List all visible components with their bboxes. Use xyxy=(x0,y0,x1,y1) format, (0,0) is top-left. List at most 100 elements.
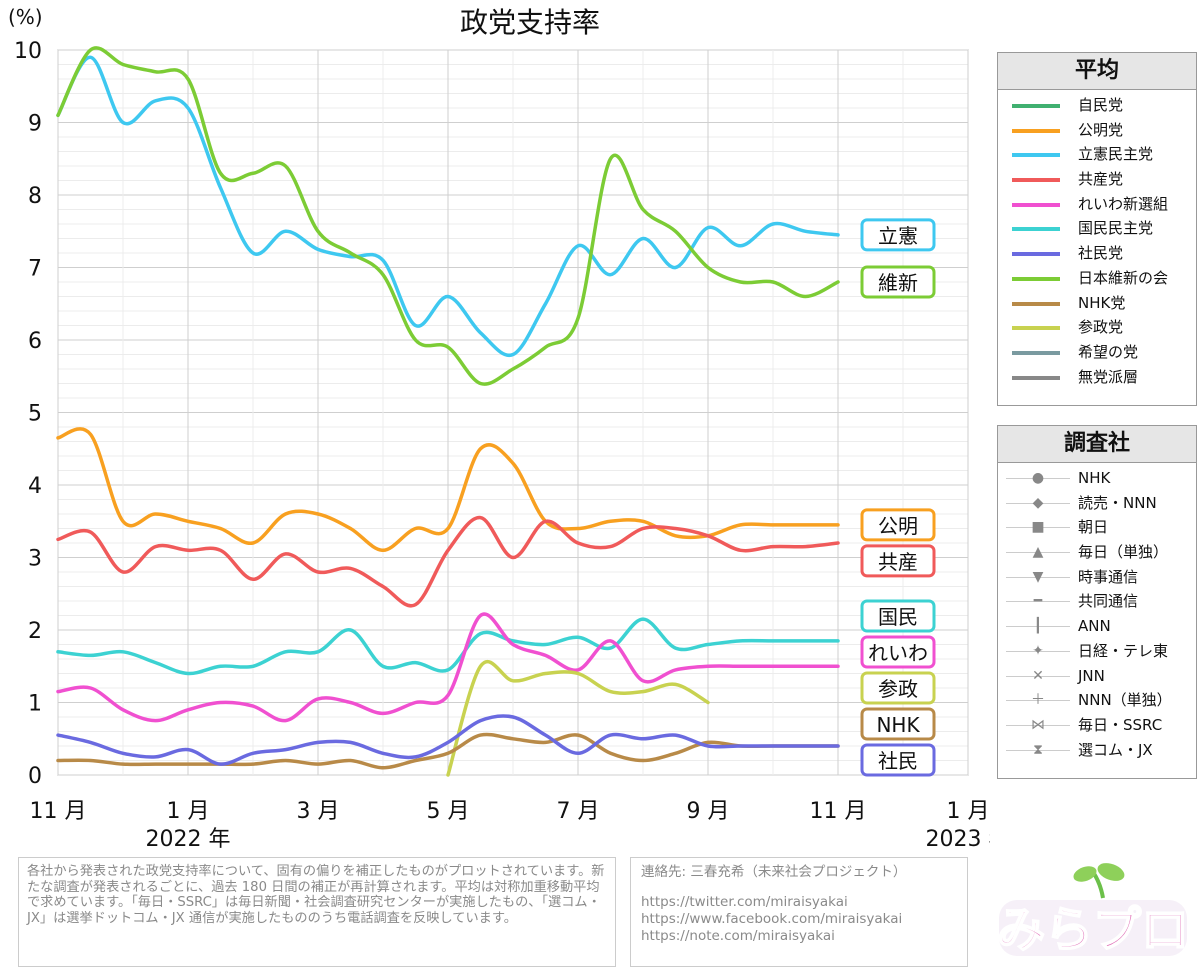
y-tick-label: 8 xyxy=(28,184,42,209)
legend-swatch xyxy=(1012,104,1060,108)
x-tick-label: 3 月 xyxy=(297,799,340,824)
svg-text:共産: 共産 xyxy=(878,550,918,574)
legend-label: 自民党 xyxy=(1078,96,1124,114)
y-tick-label: 3 xyxy=(28,547,42,572)
x-tick-label: 1 月 xyxy=(947,799,990,824)
legend-pollster-title: 調査社 xyxy=(998,426,1196,463)
series-tag: 立憲 xyxy=(860,218,936,252)
legend-pollster-item: ━ 共同通信 xyxy=(998,589,1196,614)
logo-text: みらプロ xyxy=(997,902,1189,958)
svg-text:国民: 国民 xyxy=(878,605,918,629)
legend-average-item: 社民党 xyxy=(998,241,1196,266)
legend-swatch xyxy=(1012,375,1060,380)
y-axis-unit: (%) xyxy=(8,5,43,29)
svg-text:社民: 社民 xyxy=(878,749,918,773)
legend-pollster-item: ⋈ 毎日・SSRC xyxy=(998,713,1196,738)
series-tag: 公明 xyxy=(860,508,936,542)
legend-pollster-item: ■ 朝日 xyxy=(998,515,1196,540)
series-line xyxy=(56,617,840,676)
x-axis: 11 月 1 月 3 月 5 月 7 月 9 月 11 月 1 月 2022 年 2023 年 xyxy=(30,799,991,852)
legend-swatch xyxy=(1012,301,1060,306)
contact-link-twitter[interactable]: https://twitter.com/miraisyakai xyxy=(641,894,848,910)
legend-pollster-item: ▼ 時事通信 xyxy=(998,565,1196,590)
legend-pollster-item: ✦ 日経・テレ東 xyxy=(998,639,1196,664)
x-tick-label: 11 月 xyxy=(30,799,87,824)
legend-swatch xyxy=(1012,202,1060,207)
methodology-text: 各社から発表された政党支持率について、固有の偏りを補正したものがプロットされてい… xyxy=(27,864,605,926)
legend-pollster-item: ● NHK xyxy=(998,466,1196,491)
legend-swatch xyxy=(1012,350,1060,355)
pollster-marker-icon: ┃ xyxy=(1006,614,1070,639)
legend-average-item: 参政党 xyxy=(998,315,1196,340)
x-year-label: 2022 年 xyxy=(146,827,231,852)
legend-label: 毎日・SSRC xyxy=(1078,715,1163,734)
legend-average-title: 平均 xyxy=(998,53,1196,90)
series-line xyxy=(56,46,840,386)
legend-average-item: 国民民主党 xyxy=(998,216,1196,241)
contact-link-facebook[interactable]: https://www.facebook.com/miraisyakai xyxy=(641,911,903,927)
x-year-label: 2023 年 xyxy=(926,827,990,852)
legend-label: 社民党 xyxy=(1078,244,1124,263)
y-axis: 0 1 2 3 4 5 6 7 8 9 10 xyxy=(14,39,42,789)
legend-pollster-item: ◆ 読売・NNN xyxy=(998,491,1196,516)
legend-swatch xyxy=(1012,326,1060,331)
legend-pollster: 調査社 ● NHK ◆ 読売・NNN ■ 朝日 ▲ 毎日（単独） ▼ 時事通信 ━ 共同通信 ┃ ANN ✦… xyxy=(997,425,1197,779)
legend-label: 希望の党 xyxy=(1078,342,1139,361)
x-tick-label: 11 月 xyxy=(810,799,867,824)
mirapro-logo: みらプロ xyxy=(996,863,1190,959)
legend-label: 朝日 xyxy=(1078,518,1109,537)
series-tag: 共産 xyxy=(860,544,936,578)
y-tick-label: 0 xyxy=(28,764,42,789)
legend-label: 日経・テレ東 xyxy=(1078,641,1169,660)
pollster-marker-icon: ✕ xyxy=(1006,664,1070,689)
series-line xyxy=(56,732,840,770)
legend-label: 国民民主党 xyxy=(1078,219,1154,238)
x-tick-label: 1 月 xyxy=(167,799,210,824)
contact-label: 連絡先: 三春充希（未来社会プロジェクト） xyxy=(641,864,907,880)
legend-label: 選コム・JX xyxy=(1078,740,1153,759)
legend-label: NHK xyxy=(1078,469,1111,487)
pollster-marker-icon: ▼ xyxy=(1006,565,1070,590)
legend-label: NNN（単独） xyxy=(1078,691,1172,710)
y-tick-label: 2 xyxy=(28,619,42,644)
x-tick-label: 7 月 xyxy=(557,799,600,824)
legend-average-item: 共産党 xyxy=(998,167,1196,192)
legend-pollster-item: ＋ NNN（単独） xyxy=(998,688,1196,713)
legend-average-item: 日本維新の会 xyxy=(998,266,1196,291)
series-tag: NHK xyxy=(860,707,936,741)
y-tick-label: 9 xyxy=(28,112,42,137)
pollster-marker-icon: ＋ xyxy=(1006,688,1070,713)
series-tag: 社民 xyxy=(860,743,936,777)
legend-pollster-item: ⧗ 選コム・JX xyxy=(998,738,1196,763)
legend-swatch xyxy=(1012,153,1060,158)
legend-average-item: 希望の党 xyxy=(998,340,1196,365)
chart-grid xyxy=(57,49,969,776)
legend-label: JNN xyxy=(1078,666,1105,685)
contact-link-note[interactable]: https://note.com/miraisyakai xyxy=(641,928,835,944)
series-line xyxy=(56,714,840,766)
legend-label: 立憲民主党 xyxy=(1078,145,1154,164)
series-tag: 参政 xyxy=(860,671,936,705)
legend-swatch xyxy=(1012,178,1060,183)
methodology-note: 各社から発表された政党支持率について、固有の偏りを補正したものがプロットされてい… xyxy=(18,857,616,967)
legend-swatch xyxy=(1012,276,1060,281)
pollster-marker-icon: ⧗ xyxy=(1006,738,1070,763)
legend-average: 平均 自民党 公明党 立憲民主党 共産党 れいわ新選組 国民民主党 社民党 日本維新の会 NHK… xyxy=(997,52,1197,406)
legend-label: 無党派層 xyxy=(1078,367,1139,386)
series-lines xyxy=(56,46,840,777)
legend-average-item: 公明党 xyxy=(998,118,1196,143)
series-tag: 国民 xyxy=(860,599,936,633)
legend-label: 時事通信 xyxy=(1078,567,1139,586)
pollster-marker-icon: ✦ xyxy=(1006,639,1070,664)
svg-text:公明: 公明 xyxy=(878,514,918,538)
pollster-marker-icon: ■ xyxy=(1006,515,1070,540)
pollster-marker-icon: ◆ xyxy=(1006,491,1070,516)
legend-pollster-item: ┃ ANN xyxy=(998,614,1196,639)
y-tick-label: 1 xyxy=(28,692,42,717)
legend-label: 読売・NNN xyxy=(1078,493,1157,512)
y-tick-label: 4 xyxy=(28,474,42,499)
legend-label: 共同通信 xyxy=(1078,592,1139,611)
series-line xyxy=(446,659,710,777)
pollster-marker-icon: ● xyxy=(1006,466,1070,491)
contact-box: 連絡先: 三春充希（未来社会プロジェクト） https://twitter.co… xyxy=(630,857,968,967)
